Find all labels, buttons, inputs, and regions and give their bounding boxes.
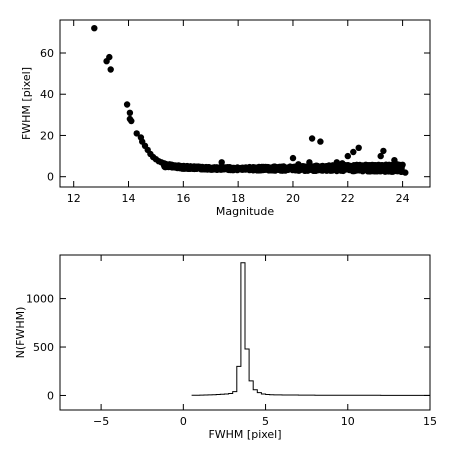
data-point xyxy=(355,144,362,151)
scatter-x-axis-title: Magnitude xyxy=(216,205,275,218)
data-point xyxy=(372,163,379,170)
data-point xyxy=(133,130,140,137)
histogram-steps xyxy=(191,262,430,396)
data-point xyxy=(240,165,247,172)
data-point xyxy=(123,101,131,108)
scatter-y-tick-label: 60 xyxy=(40,47,54,60)
histogram-plot-frame xyxy=(59,254,431,411)
data-point xyxy=(396,166,404,173)
scatter-panel: 12 14 16 18 20 22 24 0 20 40 60 Magnitude FWHM [pi… xyxy=(20,19,431,218)
data-point xyxy=(262,164,269,172)
histogram-x-tick-label: 10 xyxy=(341,415,355,428)
scatter-plot-frame xyxy=(59,19,431,188)
scatter-x-tick-label: 22 xyxy=(341,192,355,205)
data-point xyxy=(333,159,340,166)
data-point xyxy=(257,166,264,174)
histogram-x-tick-label: 0 xyxy=(180,415,187,428)
data-point xyxy=(391,166,398,173)
data-point xyxy=(393,161,401,168)
data-point xyxy=(314,162,321,170)
histogram-x-tick-label: 5 xyxy=(262,415,269,428)
data-point xyxy=(350,148,357,156)
histogram-y-axis-title: N(FWHM) xyxy=(14,307,27,359)
data-point xyxy=(289,154,297,162)
data-point xyxy=(339,160,346,167)
data-point xyxy=(380,147,387,155)
data-point xyxy=(188,164,195,171)
data-point xyxy=(207,164,214,172)
data-point xyxy=(221,165,228,172)
data-point xyxy=(363,163,371,170)
data-point xyxy=(196,164,203,171)
data-point xyxy=(218,159,225,166)
data-point xyxy=(251,164,258,172)
histogram-x-tick-label: 15 xyxy=(423,415,437,428)
histogram-x-tick-label: −5 xyxy=(93,415,109,428)
histogram-y-tick-label: 0 xyxy=(47,389,54,402)
data-point xyxy=(171,162,179,169)
histogram-line xyxy=(191,262,430,396)
data-point xyxy=(295,161,302,168)
data-point xyxy=(300,164,308,171)
scatter-x-tick-label: 20 xyxy=(286,192,300,205)
data-point xyxy=(212,165,220,172)
data-point xyxy=(308,135,316,142)
data-point xyxy=(106,53,113,61)
histogram-panel: −5 0 5 10 15 0 500 1000 FWHM [pixel] N(FWHM) xyxy=(14,254,437,441)
data-point xyxy=(229,164,236,172)
data-point xyxy=(126,109,134,117)
scatter-x-tick-label: 12 xyxy=(67,192,81,205)
scatter-points xyxy=(91,25,409,176)
histogram-x-axis-title: FWHM [pixel] xyxy=(208,428,281,441)
data-point xyxy=(356,166,363,173)
data-point xyxy=(128,117,135,125)
data-point xyxy=(306,159,313,166)
data-point xyxy=(377,152,384,160)
data-point xyxy=(180,163,187,170)
scatter-x-tick-label: 16 xyxy=(176,192,190,205)
data-point xyxy=(273,164,280,171)
scatter-y-tick-label: 0 xyxy=(47,171,54,184)
data-point xyxy=(344,152,351,160)
scatter-x-tick-label: 14 xyxy=(122,192,136,205)
data-point xyxy=(160,160,168,167)
histogram-y-tick-label: 1000 xyxy=(26,293,54,306)
data-point xyxy=(317,138,324,145)
data-point xyxy=(107,66,114,73)
data-point xyxy=(402,169,409,176)
data-point xyxy=(284,164,291,171)
data-point xyxy=(325,164,332,171)
scatter-y-tick-label: 20 xyxy=(40,129,54,142)
histogram-y-tick-label: 500 xyxy=(33,341,54,354)
data-point xyxy=(306,165,314,173)
scatter-x-tick-label: 24 xyxy=(396,192,410,205)
data-point xyxy=(292,167,299,174)
data-point xyxy=(91,25,98,32)
histogram-ticks: −5 0 5 10 15 0 500 1000 xyxy=(26,255,437,428)
scatter-y-tick-label: 40 xyxy=(40,88,54,101)
data-point xyxy=(385,163,393,170)
scatter-y-axis-title: FWHM [pixel] xyxy=(20,67,33,140)
scatter-x-tick-label: 18 xyxy=(231,192,245,205)
data-point xyxy=(166,161,173,168)
scatter-ticks: 12 14 16 18 20 22 24 0 20 40 60 xyxy=(40,20,430,205)
